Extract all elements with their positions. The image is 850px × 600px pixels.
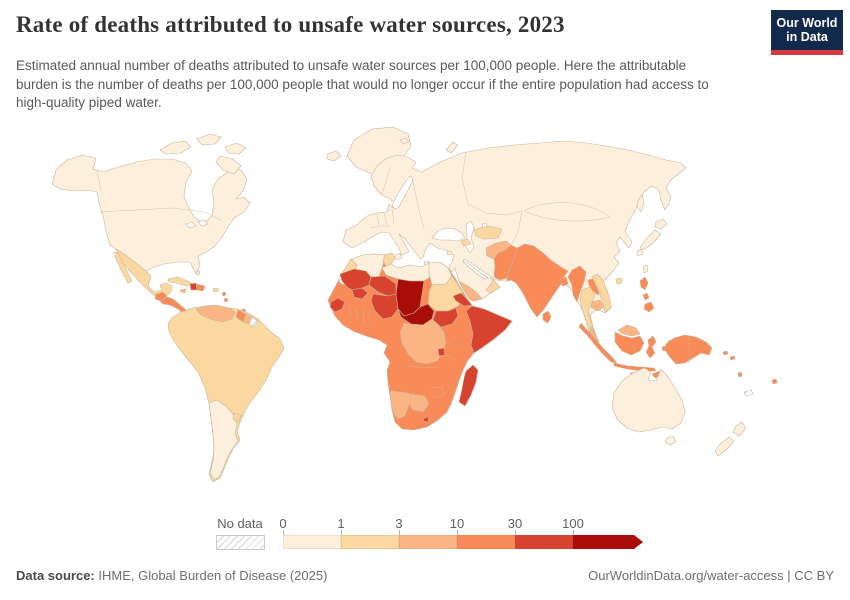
region-madagascar[interactable] [458,364,479,407]
region-vietnam[interactable] [591,273,612,313]
region-somalia[interactable] [465,305,513,354]
region-caucasus[interactable] [460,238,472,247]
legend-bin-30-100[interactable] [515,535,573,549]
data-source: Data source: IHME, Global Burden of Dise… [16,568,327,583]
region-puerto-rico[interactable] [212,287,220,293]
legend-tick [515,530,516,535]
region-mali[interactable] [339,268,372,291]
chart-subtitle: Estimated annual number of deaths attrib… [16,58,709,111]
region-myanmar[interactable] [567,265,587,303]
region-yemen[interactable] [458,280,483,302]
legend-tick-label: 10 [449,516,465,531]
region-eritrea[interactable] [452,292,473,307]
legend-tick [399,530,400,535]
region-oman[interactable] [485,278,501,294]
region-india[interactable] [506,243,569,318]
region-lesotho[interactable] [422,416,430,423]
region-cyprus[interactable] [446,250,453,256]
owid-logo[interactable]: Our World in Data [771,10,843,55]
region-thailand[interactable] [579,286,597,341]
region-namibia[interactable] [389,390,412,420]
region-novaya-zemlya[interactable] [445,141,459,154]
legend-color-bar: 0 1 3 10 30 100 [279,516,643,549]
region-nigeria[interactable] [370,293,399,320]
data-source-label: Data source: [16,568,95,583]
legend-tick-label: 3 [395,516,403,531]
legend-tick [457,530,458,535]
region-philippines[interactable] [639,276,655,313]
legend-tick-label: 0 [279,516,287,531]
map-legend: No data 0 1 3 10 30 100 [0,514,850,554]
owid-url-license[interactable]: OurWorldinData.org/water-access | CC BY [588,568,834,583]
region-malaysia-borneo[interactable] [617,324,641,337]
region-burkina-faso[interactable] [351,287,369,300]
persian-gulf [462,261,489,280]
region-sicily[interactable] [394,252,403,261]
region-dominican-republic[interactable] [196,283,206,292]
logo-line-1: Our World [776,15,838,30]
region-new-caledonia[interactable] [743,389,754,397]
region-venezuela[interactable] [195,305,236,323]
region-south-america[interactable] [167,304,285,483]
logo-line-2: in Data [786,30,828,44]
region-north-america[interactable] [51,154,251,275]
region-lesser-antilles[interactable] [221,291,229,303]
data-source-value: IHME, Global Burden of Disease (2025) [94,568,328,583]
baltic-sea [391,175,414,210]
region-svalbard[interactable] [399,137,410,145]
region-rwanda-burundi[interactable] [437,347,446,357]
legend-bin-10-30[interactable] [457,535,515,549]
region-bahamas[interactable] [195,270,201,276]
no-data-swatch[interactable] [216,535,265,550]
region-arctic-islands[interactable] [159,133,247,175]
region-jamaica[interactable] [179,288,187,294]
region-pacific-islands[interactable] [722,350,778,385]
country-border-lines [96,151,690,399]
region-sri-lanka[interactable] [542,310,552,324]
region-taiwan[interactable] [642,264,649,274]
region-new-guinea[interactable] [664,334,713,365]
region-hainan[interactable] [615,277,623,285]
chart-footer: Data source: IHME, Global Burden of Dise… [16,568,834,583]
great-lakes [185,219,209,229]
region-argentina-chile[interactable] [208,399,239,481]
legend-bin-100plus[interactable] [573,535,643,549]
legend-tick-label: 100 [562,516,584,531]
region-cuba[interactable] [167,276,193,287]
legend-bin-0-1[interactable] [283,535,341,549]
region-tunisia[interactable] [382,252,396,267]
region-central-asia[interactable] [473,225,503,240]
region-botswana[interactable] [408,393,430,413]
legend-tick [341,530,342,535]
region-japan[interactable] [636,218,668,257]
legend-tick-label: 30 [507,516,523,531]
region-guinea[interactable] [329,297,346,313]
page-title: Rate of deaths attributed to unsafe wate… [16,12,565,37]
region-haiti[interactable] [189,282,198,291]
legend-tick [573,530,574,535]
region-uruguay[interactable] [232,412,242,423]
region-iceland[interactable] [326,150,342,162]
region-bangladesh[interactable] [560,276,569,287]
no-data-label: No data [217,516,263,531]
legend-tick-label: 1 [337,516,345,531]
region-central-african-republic[interactable] [397,303,435,326]
legend-tick [283,530,284,535]
legend-bin-3-10[interactable] [399,535,457,549]
region-new-zealand[interactable] [714,421,747,457]
region-cambodia[interactable] [590,299,605,312]
region-tasmania[interactable] [664,435,677,446]
black-sea [431,227,466,242]
region-australia[interactable] [611,367,686,433]
legend-bin-1-3[interactable] [341,535,399,549]
region-french-guiana[interactable] [248,316,259,328]
region-sakhalin[interactable] [636,193,645,213]
region-mexico[interactable] [113,248,173,300]
